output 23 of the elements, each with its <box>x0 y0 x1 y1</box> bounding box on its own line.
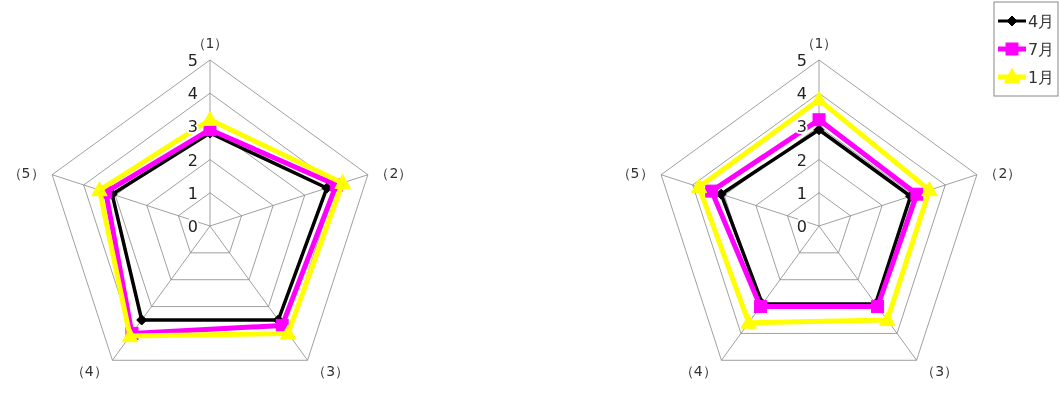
y-tick-label: 5 <box>796 51 807 70</box>
spoke-label: （1） <box>800 35 838 51</box>
spoke-label: （2） <box>375 164 413 181</box>
spoke-label: （1） <box>191 35 229 51</box>
y-tick-label: 5 <box>187 51 198 70</box>
spoke-label: （4） <box>679 363 717 380</box>
spoke-label: （5） <box>616 164 654 181</box>
y-tick-label: 4 <box>796 84 807 104</box>
spoke-label: （5） <box>7 164 45 181</box>
spoke-label: （3） <box>312 363 350 380</box>
legend-label: 4月 <box>1028 12 1055 31</box>
legend-label: 7月 <box>1028 40 1055 59</box>
spoke-label: （3） <box>921 363 959 380</box>
y-tick-label: 1 <box>187 183 198 203</box>
y-tick-label: 2 <box>187 150 198 170</box>
legend-label: 1月 <box>1028 68 1055 87</box>
spoke-label: （4） <box>70 363 108 380</box>
y-tick-label: 2 <box>796 150 807 170</box>
spoke-label: （2） <box>984 164 1022 181</box>
y-tick-label: 0 <box>796 217 807 236</box>
y-tick-label: 0 <box>187 217 198 236</box>
y-tick-label: 1 <box>796 183 807 203</box>
y-tick-label: 4 <box>187 84 198 104</box>
